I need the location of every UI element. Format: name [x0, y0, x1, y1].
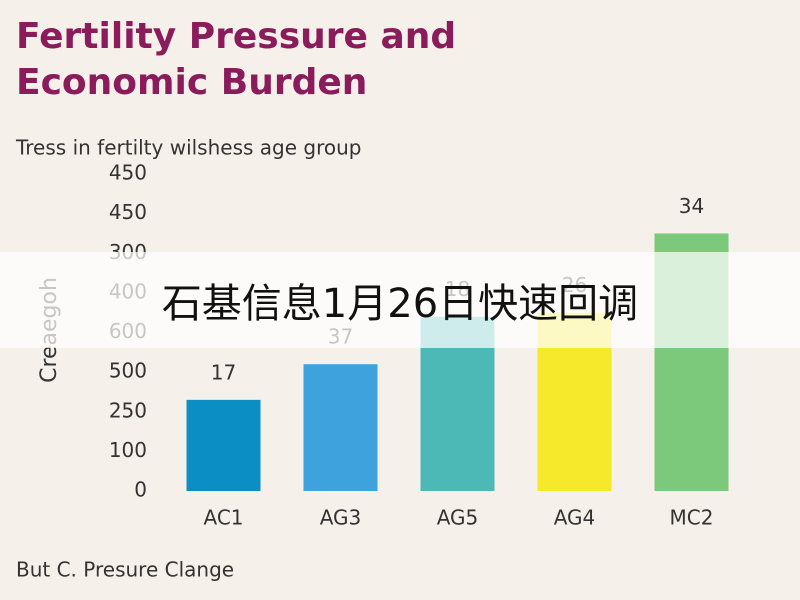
chart-title: Fertility Pressure and — [16, 16, 456, 57]
overlay-text: 石基信息1月26日快速回调 — [162, 281, 638, 327]
subtitle: Tress in fertilty wilshess age group — [15, 136, 361, 160]
data-label: 17 — [211, 360, 236, 384]
y-tick-label: 450 — [109, 161, 147, 185]
x-tick-label: MC2 — [670, 506, 714, 530]
bar — [186, 399, 261, 491]
x-tick-label: AG5 — [437, 506, 479, 530]
bar — [303, 364, 378, 491]
x-tick-label: AG4 — [554, 506, 596, 530]
overlay-band — [0, 252, 800, 348]
footer: But C. Presure Clange — [16, 558, 234, 582]
y-tick-label: 450 — [109, 200, 147, 224]
chart-title: Economic Burden — [16, 62, 367, 103]
y-tick-label: 250 — [109, 398, 147, 422]
plot: 0100250500600400300450450AC117AG337AG518… — [109, 161, 729, 530]
x-tick-label: AG3 — [320, 506, 362, 530]
data-label: 34 — [679, 194, 704, 218]
y-tick-label: 100 — [109, 438, 147, 462]
y-tick-label: 500 — [109, 359, 147, 383]
y-tick-label: 0 — [134, 478, 147, 502]
x-tick-label: AC1 — [203, 506, 243, 530]
